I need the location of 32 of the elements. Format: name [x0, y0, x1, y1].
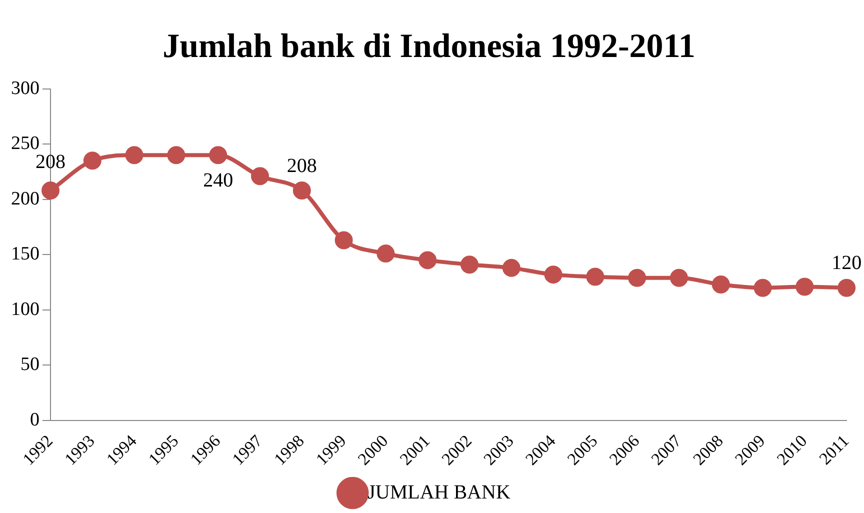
point — [376, 244, 395, 263]
point — [502, 258, 520, 277]
point — [42, 182, 60, 200]
point — [544, 266, 562, 284]
point — [796, 278, 814, 296]
data-label: 208 — [286, 154, 317, 177]
point — [334, 231, 353, 250]
point — [125, 146, 144, 164]
y-tick-label: 150 — [11, 244, 40, 265]
y-tick-label: 300 — [11, 78, 40, 99]
point — [670, 268, 688, 287]
x-tick-label: 2011 — [816, 431, 853, 468]
point — [628, 268, 646, 287]
point — [292, 182, 311, 200]
data-label: 240 — [203, 169, 234, 192]
point — [167, 146, 186, 164]
point — [838, 278, 856, 297]
y-tick-label: 200 — [11, 188, 40, 210]
point — [209, 146, 228, 164]
point — [586, 268, 604, 286]
data-label: 120 — [832, 252, 862, 274]
y-tick-label: 50 — [20, 354, 40, 376]
legend-label: JUMLAH BANK — [368, 481, 511, 504]
y-tick-label: 100 — [11, 298, 40, 320]
point — [712, 276, 730, 294]
point — [460, 256, 478, 274]
point — [754, 278, 772, 297]
y-tick-label: 0 — [30, 410, 40, 431]
point — [250, 167, 269, 186]
point — [83, 152, 102, 170]
point — [418, 251, 437, 270]
chart-title: Jumlah bank di Indonesia 1992-2011 — [162, 28, 696, 66]
